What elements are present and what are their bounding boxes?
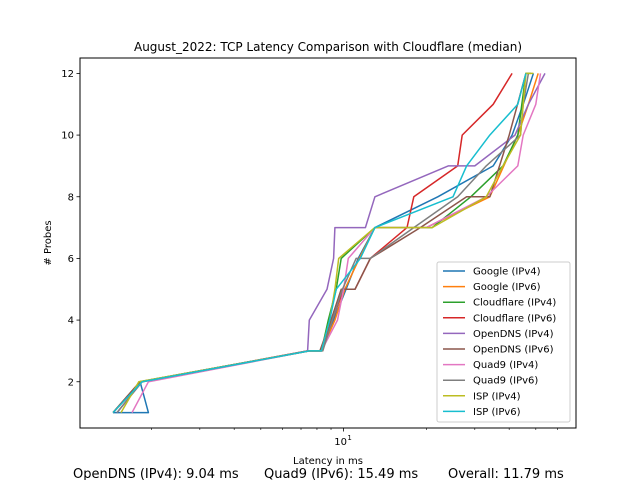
legend-label: Cloudflare (IPv4) (473, 298, 556, 309)
y-tick-label: 8 (68, 192, 74, 203)
plot-frame (79, 57, 577, 429)
y-tick-label: 10 (61, 131, 74, 142)
legend-label: ISP (IPv4) (473, 391, 521, 402)
legend-label: Google (IPv6) (473, 282, 541, 293)
legend-label: Quad9 (IPv4) (473, 360, 538, 371)
y-axis: 2 4 6 8 10 12 (61, 69, 80, 388)
legend-label: OpenDNS (IPv4) (473, 329, 554, 340)
legend-label: Cloudflare (IPv6) (473, 313, 556, 324)
x-tick-exponent: 1 (347, 434, 351, 442)
y-tick-label: 2 (68, 377, 74, 388)
x-tick-label: 10 (334, 437, 347, 448)
series-line-9 (112, 73, 527, 414)
footer-overall: Overall: 11.79 ms (448, 467, 564, 480)
footer-opendns: OpenDNS (IPv4): 9.04 ms (73, 467, 239, 480)
legend-label: ISP (IPv6) (473, 407, 521, 418)
x-axis-title: Latency in ms (293, 456, 363, 467)
footer-quad9: Quad9 (IPv6): 15.49 ms (264, 467, 418, 480)
legend-label: OpenDNS (IPv6) (473, 345, 554, 356)
y-axis-title: # Probes (43, 220, 54, 265)
x-axis: 10 1 (151, 428, 558, 448)
chart-title: August_2022: TCP Latency Comparison with… (134, 40, 522, 54)
legend-label: Quad9 (IPv6) (473, 376, 538, 387)
legend-box (436, 261, 571, 423)
y-tick-label: 12 (61, 69, 74, 80)
legend-label: Google (IPv4) (473, 267, 541, 278)
legend: Google (IPv4) Google (IPv6) Cloudflare (IP… (436, 261, 571, 423)
plot-lines (112, 72, 546, 414)
y-tick-label: 4 (68, 316, 74, 327)
y-tick-label: 6 (68, 254, 74, 265)
